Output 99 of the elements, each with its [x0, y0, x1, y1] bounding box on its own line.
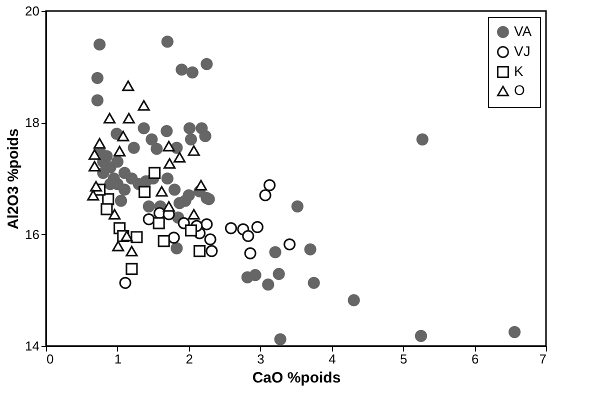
point [308, 276, 320, 289]
point [194, 245, 206, 258]
point [244, 247, 256, 260]
point [508, 326, 521, 338]
point [138, 186, 151, 198]
point [88, 160, 101, 172]
legend-label: O [514, 82, 525, 98]
point [224, 222, 238, 234]
point [164, 158, 176, 169]
point [200, 58, 213, 70]
y-tick-label: 16 [25, 226, 40, 242]
point [174, 152, 186, 163]
point [291, 200, 304, 212]
point [188, 145, 200, 156]
point [206, 245, 218, 258]
point [100, 150, 113, 162]
point [126, 172, 138, 185]
point [94, 138, 106, 149]
point [97, 166, 110, 179]
point [128, 142, 140, 154]
point [156, 186, 168, 197]
point [160, 125, 173, 138]
point [119, 276, 132, 289]
point [269, 246, 282, 258]
point [130, 231, 143, 244]
point [150, 142, 163, 155]
y-tick-label: 18 [25, 115, 40, 130]
point [264, 179, 276, 192]
point [162, 140, 175, 152]
x-tick-label: 1 [114, 352, 122, 366]
point [168, 184, 181, 196]
point [108, 208, 121, 220]
point [138, 122, 150, 134]
point [194, 180, 208, 191]
x-tick-label: 5 [400, 352, 408, 366]
point [304, 243, 316, 256]
point [184, 224, 198, 236]
point [122, 112, 135, 124]
point [162, 201, 175, 212]
y-axis-title: Al2O3 %poids [5, 128, 22, 230]
point [114, 146, 126, 156]
point [272, 268, 285, 280]
point [146, 133, 158, 146]
point [148, 166, 161, 179]
point [117, 130, 130, 142]
point [184, 133, 198, 146]
point [152, 217, 165, 230]
point [188, 208, 200, 220]
point [158, 234, 170, 248]
x-tick-label: 0 [46, 352, 54, 366]
point [251, 221, 264, 234]
point [416, 133, 428, 146]
point [88, 149, 101, 160]
point [126, 246, 138, 256]
point [204, 233, 216, 246]
point [199, 130, 212, 142]
y-tick-label: 20 [25, 4, 40, 18]
point [100, 203, 113, 216]
point [170, 242, 183, 254]
point [112, 240, 124, 252]
point [274, 333, 286, 346]
point [138, 100, 150, 111]
point [174, 197, 186, 210]
point [91, 72, 104, 84]
y-tick-label: 14 [25, 338, 40, 354]
point [259, 189, 272, 202]
point [284, 238, 296, 250]
point [262, 278, 274, 291]
point [111, 156, 124, 168]
point [140, 175, 152, 188]
x-tick-label: 3 [257, 352, 264, 366]
point [348, 294, 360, 306]
point [161, 172, 174, 185]
point [94, 38, 106, 51]
point [414, 330, 428, 342]
point [184, 122, 196, 134]
legend-label: K [514, 63, 524, 79]
point [122, 80, 134, 92]
point [126, 262, 138, 275]
point [120, 230, 133, 242]
x-axis-title: CaO %poids [252, 370, 341, 386]
point [176, 64, 188, 76]
point [91, 94, 104, 106]
point [249, 269, 262, 282]
point [104, 112, 116, 124]
x-tick-label: 2 [186, 352, 193, 366]
point [87, 190, 100, 201]
point [161, 36, 174, 48]
point [186, 66, 198, 78]
point [114, 194, 128, 207]
point [242, 230, 254, 242]
point [118, 184, 131, 196]
point [142, 200, 155, 212]
legend-label: VJ [514, 43, 530, 59]
x-tick-label: 4 [328, 352, 336, 366]
point [90, 180, 102, 192]
legend-label: VA [514, 23, 532, 39]
x-tick-label: 6 [471, 352, 479, 366]
x-tick-label: 7 [539, 352, 546, 366]
